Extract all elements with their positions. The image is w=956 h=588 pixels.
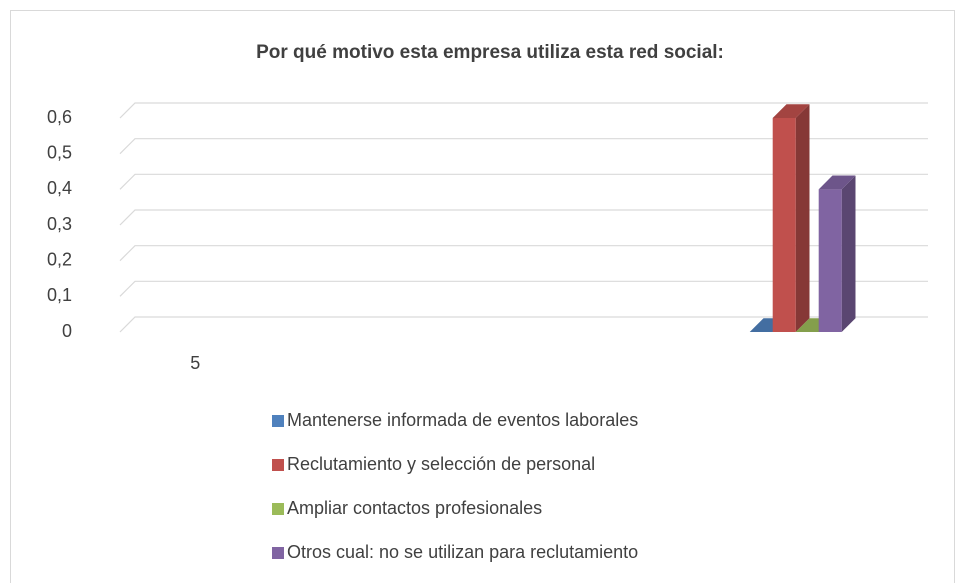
legend-label: Reclutamiento y selección de personal — [287, 454, 595, 474]
y-tick-label: 0,5 — [47, 142, 72, 162]
bar-side — [795, 104, 810, 332]
y-tick-label: 0,4 — [47, 178, 72, 198]
grid-line — [119, 245, 928, 262]
grid-line — [119, 316, 928, 333]
grid-line — [119, 102, 928, 119]
x-tick-label: 5 — [190, 353, 200, 373]
legend-swatch — [272, 547, 284, 559]
grid-line — [119, 138, 928, 155]
y-tick-label: 0,6 — [47, 107, 72, 127]
y-tick-label: 0,2 — [47, 249, 72, 269]
grid-line — [119, 280, 928, 297]
bar-side — [841, 175, 856, 332]
legend-swatch — [272, 459, 284, 471]
grid-line — [119, 209, 928, 226]
y-tick-label: 0,3 — [47, 214, 72, 234]
legend-label: Ampliar contactos profesionales — [287, 498, 542, 518]
bar — [772, 118, 796, 332]
legend-swatch — [272, 503, 284, 515]
bar-top — [818, 175, 856, 190]
y-tick-label: 0 — [62, 321, 72, 341]
legend-label: Otros cual: no se utilizan para reclutam… — [287, 542, 638, 562]
bar-top — [772, 104, 810, 118]
y-tick-label: 0,1 — [47, 285, 72, 305]
legend-swatch — [272, 415, 284, 427]
legend-label: Mantenerse informada de eventos laborale… — [287, 410, 638, 430]
chart-title: Por qué motivo esta empresa utiliza esta… — [256, 42, 724, 63]
bar — [818, 189, 842, 332]
grid-line — [119, 173, 928, 190]
